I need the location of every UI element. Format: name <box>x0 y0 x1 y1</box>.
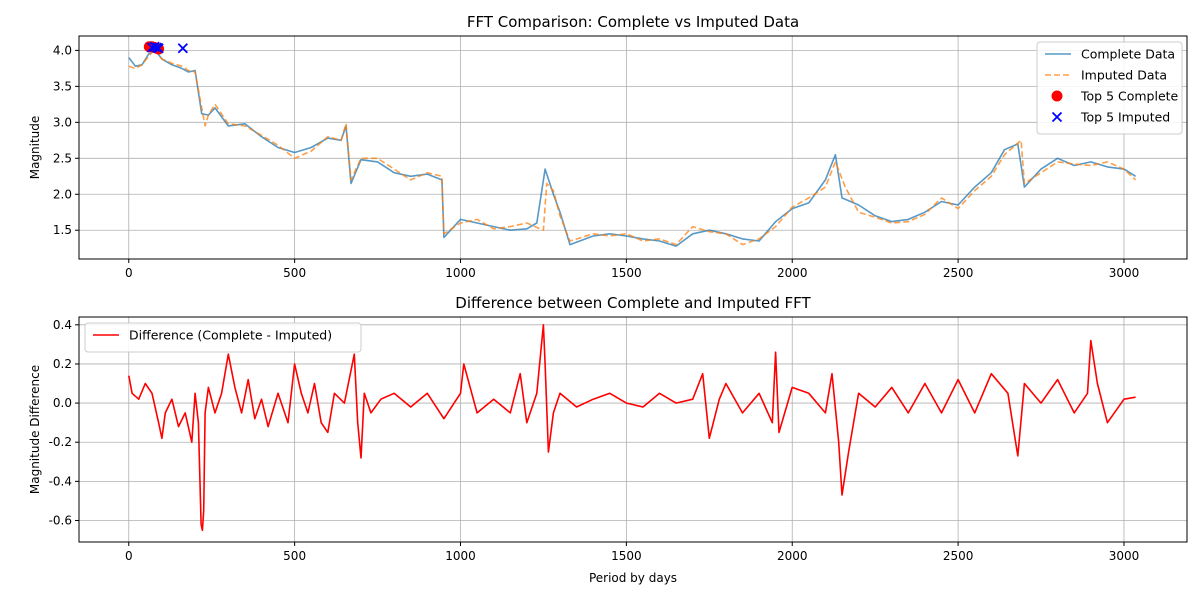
axes-frame <box>78 316 1188 543</box>
y-tick-label: 0.0 <box>53 396 72 410</box>
scatter-point-top5-imputed <box>177 43 188 54</box>
y-tick-label: -0.6 <box>49 513 72 527</box>
y-tick-label: 3.0 <box>53 115 72 129</box>
y-tick-label: 2.5 <box>53 151 72 165</box>
y-tick-label: 1.5 <box>53 223 72 237</box>
chart-title: FFT Comparison: Complete vs Imputed Data <box>467 13 799 31</box>
series-line-1 <box>128 323 1136 532</box>
y-axis-label: Magnitude Difference <box>28 365 42 494</box>
x-tick-label: 1000 <box>445 266 476 280</box>
scatter-point-top5-imputed <box>153 43 164 54</box>
y-tick-label: 4.0 <box>53 43 72 57</box>
legend-marker-x <box>1051 111 1063 123</box>
legend-box <box>84 322 362 353</box>
y-tick-label: -0.4 <box>49 474 72 488</box>
chart-panel-1: 0 500 1000 1500 2000 2500 3000 1.5 2.0 2.5 3.0 3.5 4… <box>28 13 1188 280</box>
x-tick-label: 2000 <box>777 266 808 280</box>
legend: Difference (Complete - Imputed) <box>84 322 362 353</box>
axes-frame <box>78 35 1188 260</box>
x-tick-label: 3000 <box>1109 549 1140 563</box>
x-tick-label: 3000 <box>1109 266 1140 280</box>
x-tick-label: 0 <box>125 266 133 280</box>
x-tick-label: 1000 <box>445 549 476 563</box>
plot-area <box>128 323 1136 532</box>
x-tick-label: 500 <box>283 549 306 563</box>
y-tick-label: 2.0 <box>53 187 72 201</box>
legend-label: Top 5 Complete <box>1080 89 1179 104</box>
chart-title: Difference between Complete and Imputed … <box>455 294 811 312</box>
y-tick-label: 3.5 <box>53 79 72 93</box>
chart-panel-2: 0 500 1000 1500 2000 2500 3000 -0.6 -0.4 -0.2 0.0 0… <box>28 294 1188 585</box>
x-axis-label: Period by days <box>589 571 677 585</box>
plot-area <box>128 41 1137 247</box>
y-tick-label: -0.2 <box>49 435 72 449</box>
x-tick-label: 500 <box>283 266 306 280</box>
series-line-2 <box>128 48 1137 246</box>
x-tick-label: 2500 <box>943 549 974 563</box>
x-tick-label: 2500 <box>943 266 974 280</box>
y-axis-label: Magnitude <box>28 116 42 180</box>
legend-label: Complete Data <box>1081 47 1175 62</box>
legend-label: Top 5 Imputed <box>1080 110 1170 125</box>
x-tick-label: 1500 <box>611 549 642 563</box>
y-tick-label: 0.4 <box>53 318 72 332</box>
legend-box <box>1036 41 1183 135</box>
legend-label: Difference (Complete - Imputed) <box>129 328 332 343</box>
y-tick-label: 0.2 <box>53 357 72 371</box>
x-tick-label: 1500 <box>611 266 642 280</box>
legend: Complete Data Imputed Data Top 5 Complete T… <box>1036 41 1183 135</box>
legend-label: Imputed Data <box>1081 68 1167 83</box>
x-tick-label: 2000 <box>777 549 808 563</box>
series-line-1 <box>128 49 1137 247</box>
legend-marker-circle <box>1051 90 1063 102</box>
x-tick-label: 0 <box>125 549 133 563</box>
